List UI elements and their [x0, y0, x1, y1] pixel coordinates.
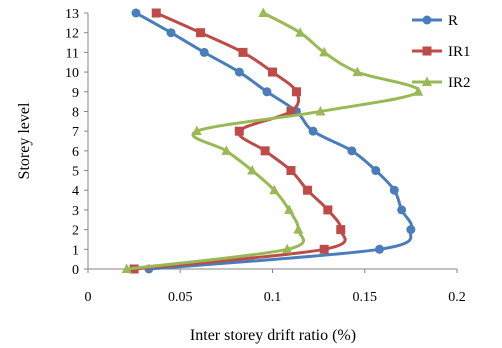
- series-r: [131, 8, 416, 274]
- y-axis-title: Storey level: [16, 102, 33, 179]
- legend: R IR1 IR2: [412, 13, 471, 91]
- data-point-ir2: [315, 105, 326, 116]
- series-layer: [121, 7, 424, 274]
- data-point-ir2: [319, 46, 330, 57]
- y-tick-label: 8: [72, 105, 79, 120]
- data-point-ir2: [282, 243, 293, 254]
- y-tick-label: 9: [72, 86, 79, 101]
- data-point-ir1: [238, 47, 248, 57]
- data-point-ir1: [151, 8, 161, 18]
- legend-marker-r: [422, 15, 432, 25]
- data-point-r: [234, 67, 244, 77]
- data-point-ir1: [336, 225, 346, 235]
- y-tick-label: 6: [72, 145, 79, 160]
- x-tick-label: 0.15: [353, 290, 378, 305]
- y-tick-label: 2: [72, 224, 79, 239]
- axes: [87, 13, 457, 270]
- data-point-r: [397, 205, 407, 215]
- legend-marker-ir1: [422, 46, 432, 56]
- x-tick-label: 0: [85, 290, 92, 305]
- data-point-ir2: [221, 145, 232, 155]
- y-tick-label: 12: [65, 27, 79, 42]
- data-point-ir1: [268, 67, 277, 77]
- x-ticks: 0 0.05 0.1 0.15 0.2: [85, 269, 466, 305]
- data-point-r: [199, 47, 209, 57]
- data-point-ir2: [269, 184, 280, 195]
- data-point-ir1: [234, 126, 244, 136]
- data-point-r: [308, 126, 318, 136]
- y-tick-label: 0: [72, 263, 79, 278]
- data-point-ir2: [295, 27, 306, 37]
- data-point-r: [131, 8, 141, 18]
- x-tick-label: 0.1: [264, 290, 282, 305]
- x-tick-label: 0.05: [168, 290, 193, 305]
- data-point-r: [389, 185, 399, 195]
- y-tick-label: 7: [72, 125, 79, 140]
- data-point-ir2: [191, 125, 202, 136]
- series-line-r: [135, 11, 414, 271]
- y-tick-label: 13: [65, 7, 79, 22]
- y-tick-label: 10: [65, 66, 79, 81]
- data-point-ir2: [121, 263, 132, 273]
- data-point-r: [371, 166, 381, 176]
- data-point-ir1: [260, 146, 270, 156]
- data-point-ir2: [413, 86, 424, 96]
- data-point-ir1: [286, 166, 296, 176]
- legend-label-ir2: IR2: [448, 75, 471, 91]
- data-point-r: [347, 146, 357, 156]
- data-point-ir1: [196, 28, 206, 38]
- y-tick-label: 3: [72, 204, 79, 219]
- legend-item-ir1: IR1: [412, 44, 471, 60]
- series-line-ir2: [126, 11, 420, 271]
- x-tick-label: 0.2: [448, 290, 466, 305]
- data-point-ir1: [303, 185, 313, 195]
- data-point-r: [262, 87, 272, 97]
- data-point-ir1: [286, 106, 296, 116]
- y-tick-label: 11: [66, 46, 79, 61]
- data-point-ir2: [258, 7, 269, 17]
- legend-label-ir1: IR1: [448, 44, 471, 60]
- x-axis-title: Inter storey drift ratio (%): [190, 327, 356, 344]
- data-point-ir2: [352, 66, 363, 77]
- y-tick-label: 4: [72, 184, 79, 199]
- data-point-r: [166, 28, 176, 38]
- data-point-ir2: [247, 165, 258, 175]
- data-point-r: [406, 225, 416, 235]
- data-point-ir1: [319, 244, 329, 254]
- series-ir1: [129, 8, 347, 274]
- legend-item-r: R: [412, 13, 458, 29]
- legend-item-ir2: IR2: [412, 75, 471, 91]
- legend-label-r: R: [448, 13, 458, 29]
- y-tick-label: 5: [72, 165, 79, 180]
- series-ir2: [121, 7, 424, 273]
- data-point-ir1: [291, 87, 301, 97]
- data-point-ir2: [284, 204, 295, 214]
- legend-marker-ir2: [422, 76, 432, 86]
- data-point-r: [375, 244, 385, 254]
- y-tick-label: 1: [72, 243, 79, 258]
- data-point-ir2: [293, 224, 304, 234]
- data-point-ir1: [323, 205, 333, 215]
